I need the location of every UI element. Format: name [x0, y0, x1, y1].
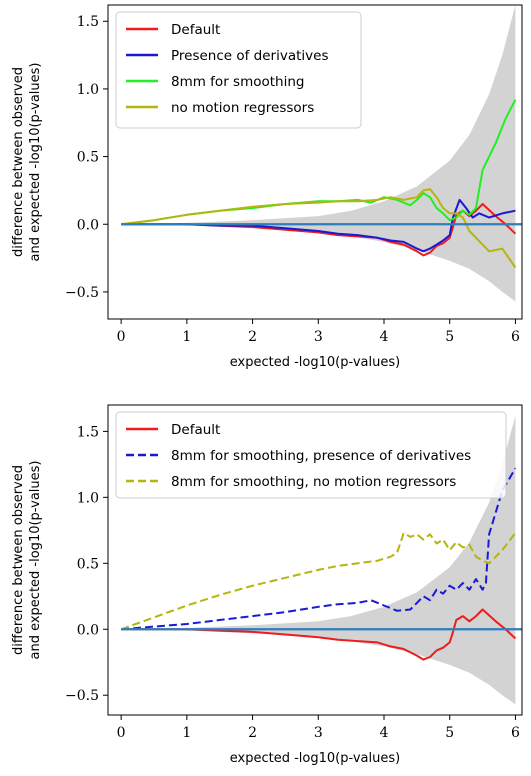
y-axis-label: difference between observed — [11, 465, 26, 655]
x-tick-label: 3 — [314, 725, 323, 741]
x-axis-label: expected -log10(p-values) — [230, 355, 400, 370]
x-tick-label: 3 — [314, 329, 323, 345]
y-tick-label: 1.5 — [77, 14, 99, 30]
y-axis-label: difference between observed — [11, 67, 26, 257]
x-axis-label: expected -log10(p-values) — [230, 751, 400, 766]
confidence-band — [121, 5, 516, 302]
y-tick-label: 0.0 — [77, 217, 99, 233]
series-line-presence-of-derivatives — [121, 198, 516, 253]
series-line-8mm-for-smoothing-presence-of-derivatives — [121, 467, 517, 631]
chart-top: 0 1 2 3 4 5 6 −0.5 0.0 0.5 1.0 1.5 expected -log10(p… — [11, 4, 523, 370]
y-tick-label: 0.0 — [77, 622, 99, 638]
x-tick-label: 5 — [445, 725, 454, 741]
y-axis-label: and expected -log10(p-values) — [28, 63, 43, 262]
legend-label: 8mm for smoothing, presence of derivativ… — [171, 448, 471, 464]
y-tick-label: 0.5 — [77, 150, 99, 166]
series-line-no-motion-regressors — [120, 188, 517, 269]
x-tick-label: 5 — [445, 329, 454, 345]
x-tick-label: 4 — [380, 329, 389, 345]
y-tick-label: 1.0 — [77, 82, 99, 98]
y-tick-label: 1.0 — [77, 490, 99, 506]
legend-box — [115, 411, 507, 499]
x-tick-label: 4 — [380, 725, 389, 741]
x-tick-label: 0 — [117, 329, 126, 345]
legend-label: no motion regressors — [171, 100, 314, 116]
confidence-band — [121, 415, 516, 705]
legend-label: Default — [171, 22, 220, 38]
x-tick-label: 2 — [248, 725, 257, 741]
series-line-default — [121, 203, 517, 257]
y-axis-label: and expected -log10(p-values) — [28, 461, 43, 660]
x-tick-label: 1 — [182, 725, 191, 741]
legend-label: 8mm for smoothing, no motion regressors — [171, 474, 456, 490]
x-tick-label: 1 — [182, 329, 191, 345]
legend-label: Presence of derivatives — [171, 48, 329, 64]
x-tick-label: 2 — [248, 329, 257, 345]
series-line-default — [121, 608, 517, 661]
chart-bottom: 0 1 2 3 4 5 6 −0.5 0.0 0.5 1.0 1.5 expected -log10(p… — [11, 404, 523, 766]
series-line-8mm-for-smoothing-no-motion-regressors — [120, 532, 517, 631]
y-tick-label: −0.5 — [65, 285, 99, 301]
y-tick-label: 1.5 — [77, 424, 99, 440]
axes-frame — [107, 4, 523, 320]
legend-label: Default — [171, 422, 220, 438]
axes-frame — [107, 404, 523, 716]
x-tick-label: 6 — [511, 725, 520, 741]
legend-label: 8mm for smoothing — [171, 74, 304, 90]
x-tick-label: 6 — [511, 329, 520, 345]
y-tick-label: −0.5 — [65, 688, 99, 704]
y-tick-label: 0.5 — [77, 556, 99, 572]
x-tick-label: 0 — [117, 725, 126, 741]
legend-box — [115, 11, 362, 129]
